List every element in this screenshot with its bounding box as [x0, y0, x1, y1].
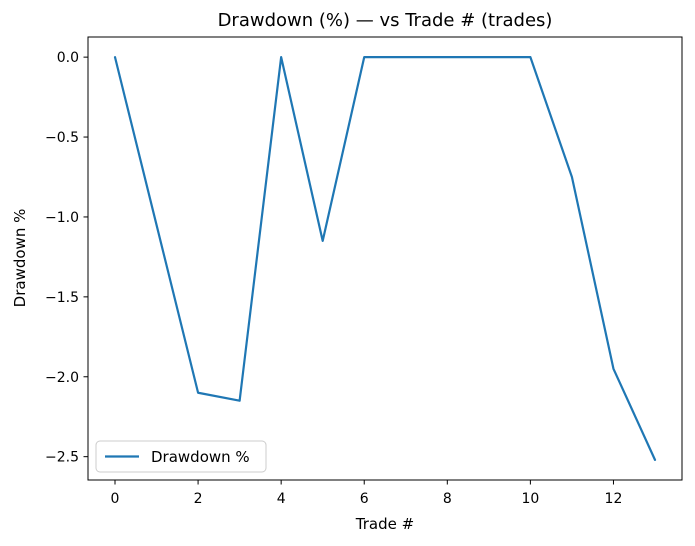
x-tick-label: 6 [360, 491, 369, 507]
y-tick-label: −1.5 [45, 290, 79, 306]
y-axis-ticks: 0.0 −0.5 −1.0 −1.5 −2.0 −2.5 [45, 50, 88, 466]
x-tick-label: 4 [277, 491, 286, 507]
y-tick-label: −2.5 [45, 450, 79, 466]
y-tick-label: 0.0 [57, 50, 79, 66]
line-series-group [113, 56, 657, 461]
x-tick-label: 10 [521, 491, 539, 507]
x-tick-label: 12 [605, 491, 623, 507]
x-tick-label: 0 [111, 491, 120, 507]
legend-box [95, 440, 267, 473]
y-tick-label: −1.0 [45, 210, 79, 226]
plot-area-border [87, 36, 683, 481]
x-tick-label: 2 [194, 491, 203, 507]
x-axis-ticks: 0 2 4 6 8 10 12 [111, 480, 623, 507]
y-axis-label: Drawdown % [11, 209, 29, 308]
legend: Drawdown % [95, 440, 267, 473]
chart-title: Drawdown (%) — vs Trade # (trades) [218, 10, 553, 31]
x-tick-label: 8 [443, 491, 452, 507]
legend-label: Drawdown % [151, 448, 250, 466]
x-axis-label: Trade # [355, 515, 414, 533]
y-tick-label: −2.0 [45, 370, 79, 386]
drawdown-line [113, 56, 657, 461]
y-tick-label: −0.5 [45, 130, 79, 146]
